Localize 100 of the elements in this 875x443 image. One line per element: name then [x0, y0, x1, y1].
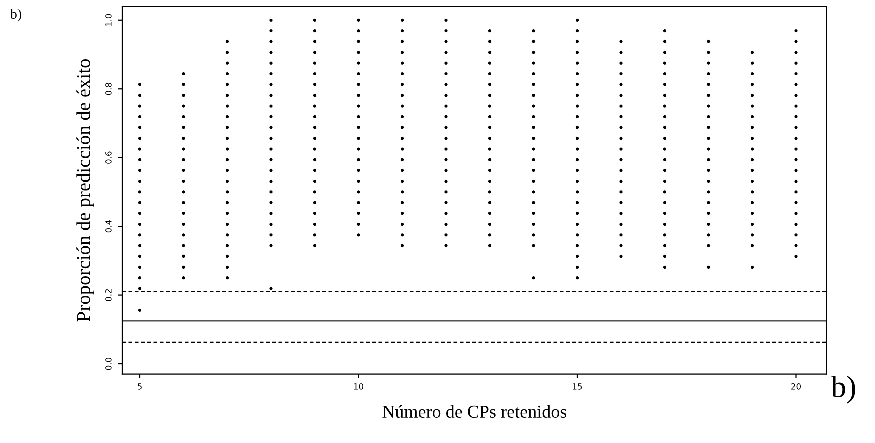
point	[619, 147, 624, 152]
point	[400, 179, 405, 184]
point	[269, 147, 274, 152]
point	[400, 61, 405, 66]
point	[794, 50, 798, 55]
point	[356, 18, 361, 23]
point	[356, 158, 361, 162]
point	[619, 94, 624, 98]
point	[706, 136, 711, 141]
point	[225, 136, 230, 141]
point	[619, 104, 624, 108]
text: b)	[831, 376, 856, 404]
point	[312, 94, 318, 98]
point	[488, 61, 492, 66]
point	[138, 308, 142, 313]
point	[182, 200, 186, 205]
point	[706, 61, 711, 66]
point	[619, 50, 624, 55]
point	[225, 244, 230, 248]
x-tick-label: 15	[573, 384, 582, 390]
point	[400, 18, 405, 23]
point	[619, 222, 624, 227]
point	[138, 276, 142, 280]
point	[269, 200, 274, 205]
point	[400, 82, 405, 87]
point	[269, 158, 274, 162]
point	[400, 50, 405, 55]
point	[575, 276, 580, 280]
point	[750, 179, 755, 184]
point	[794, 82, 798, 87]
point	[312, 40, 318, 44]
point	[750, 147, 755, 152]
point	[532, 222, 536, 227]
point	[794, 200, 798, 205]
point	[312, 18, 318, 23]
point	[532, 94, 536, 98]
point	[444, 94, 448, 98]
point	[662, 82, 668, 87]
point	[182, 82, 186, 87]
x-tick-label: 10	[354, 384, 364, 390]
point	[444, 61, 448, 66]
point	[138, 190, 142, 194]
point	[488, 125, 492, 130]
point	[488, 82, 492, 87]
point	[706, 158, 711, 162]
point	[444, 50, 448, 55]
point	[138, 200, 142, 205]
point	[750, 136, 755, 141]
point	[225, 190, 230, 194]
point	[444, 158, 448, 162]
x-axis-title: Número de CPs retenidos	[382, 405, 567, 418]
y-tick-label: 0.2	[106, 290, 112, 302]
point	[794, 61, 798, 66]
point	[138, 286, 142, 291]
point	[532, 168, 536, 173]
point	[488, 158, 492, 162]
point	[444, 125, 448, 130]
point	[532, 244, 536, 248]
point	[182, 125, 186, 130]
point	[750, 190, 755, 194]
point	[750, 244, 755, 248]
point	[182, 136, 186, 141]
point	[182, 244, 186, 248]
point	[706, 82, 711, 87]
point	[138, 82, 142, 87]
point	[575, 125, 580, 130]
point	[182, 168, 186, 173]
point	[269, 136, 274, 141]
point	[400, 168, 405, 173]
point	[356, 94, 361, 98]
point	[750, 82, 755, 87]
point	[225, 179, 230, 184]
point	[619, 125, 624, 130]
point	[182, 190, 186, 194]
point	[356, 190, 361, 194]
point	[269, 61, 274, 66]
point	[138, 125, 142, 130]
point	[269, 40, 274, 44]
point	[662, 125, 668, 130]
point	[662, 94, 668, 98]
point	[488, 40, 492, 44]
point	[619, 211, 624, 216]
point	[356, 168, 361, 173]
point	[575, 18, 580, 23]
point	[575, 200, 580, 205]
point	[532, 211, 536, 216]
point	[662, 136, 668, 141]
point	[444, 179, 448, 184]
point	[706, 168, 711, 173]
x-tick-label: 5	[138, 384, 142, 390]
point	[182, 158, 186, 162]
point	[575, 104, 580, 108]
point	[225, 94, 230, 98]
point	[225, 61, 230, 66]
point	[225, 168, 230, 173]
point	[400, 40, 405, 44]
point	[794, 222, 798, 227]
point	[269, 190, 274, 194]
point	[662, 50, 668, 55]
point	[269, 286, 274, 291]
